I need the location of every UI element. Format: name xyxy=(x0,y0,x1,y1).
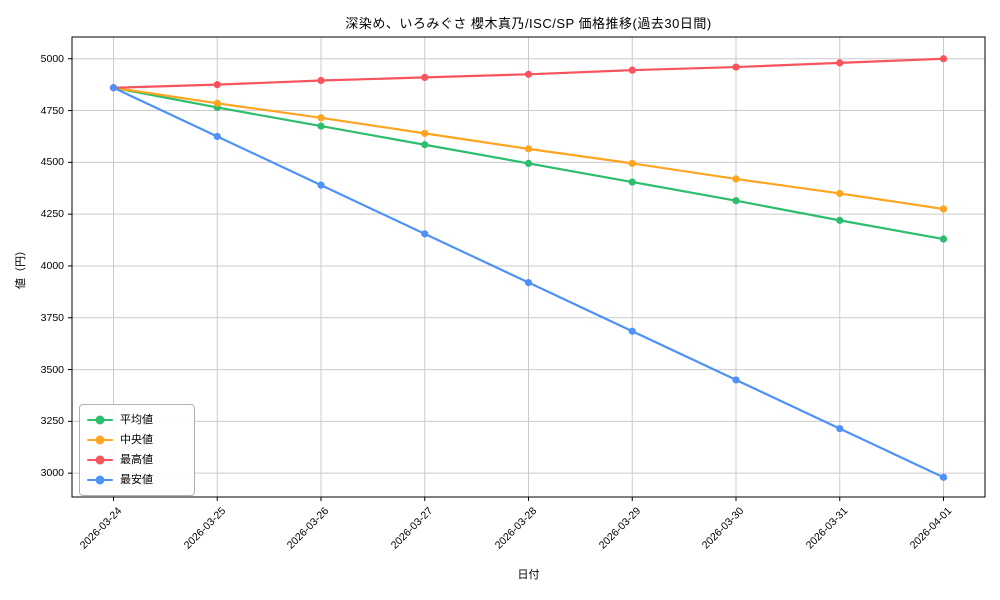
data-point xyxy=(836,59,844,67)
data-point xyxy=(317,181,325,189)
data-point xyxy=(628,178,636,186)
legend: 平均値中央値最高値最安値 xyxy=(79,404,195,496)
legend-label: 最安値 xyxy=(120,474,153,486)
legend-line-marker-icon xyxy=(87,415,113,425)
data-point xyxy=(939,473,948,481)
data-point xyxy=(836,216,844,224)
data-point xyxy=(628,66,636,74)
data-point xyxy=(524,159,533,167)
legend-dot-icon xyxy=(95,415,105,425)
data-point xyxy=(628,327,636,335)
legend-line-marker-icon xyxy=(87,455,113,465)
data-point xyxy=(317,76,325,85)
data-point xyxy=(732,376,740,384)
data-point xyxy=(732,197,740,205)
data-point xyxy=(628,159,636,167)
data-point xyxy=(939,205,948,213)
y-tick-label: 3000 xyxy=(40,467,64,480)
y-tick-label: 4000 xyxy=(40,259,64,272)
y-tick-label: 5000 xyxy=(40,52,64,65)
data-point xyxy=(421,230,429,238)
data-point xyxy=(317,114,325,122)
data-point xyxy=(421,141,429,149)
data-point xyxy=(109,84,118,92)
data-point xyxy=(732,63,740,71)
data-point xyxy=(421,129,429,137)
data-point xyxy=(836,189,844,198)
data-point xyxy=(524,70,533,78)
data-point xyxy=(421,73,429,82)
plot-border xyxy=(71,36,986,498)
data-point xyxy=(524,145,533,153)
legend-dot-icon xyxy=(95,455,105,465)
legend-line-marker-icon xyxy=(87,435,113,445)
legend-label: 中央値 xyxy=(120,434,153,446)
x-axis-label: 日付 xyxy=(517,569,540,581)
data-point xyxy=(213,81,221,89)
data-point xyxy=(524,278,533,287)
y-tick-label: 4250 xyxy=(40,208,64,221)
legend-label: 平均値 xyxy=(120,414,153,426)
legend-line-marker-icon xyxy=(87,475,113,485)
data-point xyxy=(939,55,948,63)
data-point xyxy=(939,235,948,243)
legend-item: 平均値 xyxy=(87,410,186,430)
legend-dot-icon xyxy=(95,435,105,445)
data-point xyxy=(213,132,221,141)
y-tick-label: 3750 xyxy=(40,311,64,324)
legend-label: 最高値 xyxy=(120,454,153,466)
y-tick-label: 3250 xyxy=(40,415,64,428)
legend-item: 中央値 xyxy=(87,430,186,450)
y-tick-label: 4500 xyxy=(40,156,64,169)
data-point xyxy=(213,99,221,107)
legend-item: 最高値 xyxy=(87,450,186,470)
y-tick-label: 4750 xyxy=(40,104,64,117)
y-tick-label: 3500 xyxy=(40,363,64,376)
data-point xyxy=(317,122,325,130)
legend-item: 最安値 xyxy=(87,470,186,490)
data-point xyxy=(836,425,844,433)
chart-title: 深染め、いろみぐさ 櫻木真乃/ISC/SP 価格推移(過去30日間) xyxy=(345,16,712,31)
legend-dot-icon xyxy=(95,475,105,485)
data-point xyxy=(732,175,740,183)
